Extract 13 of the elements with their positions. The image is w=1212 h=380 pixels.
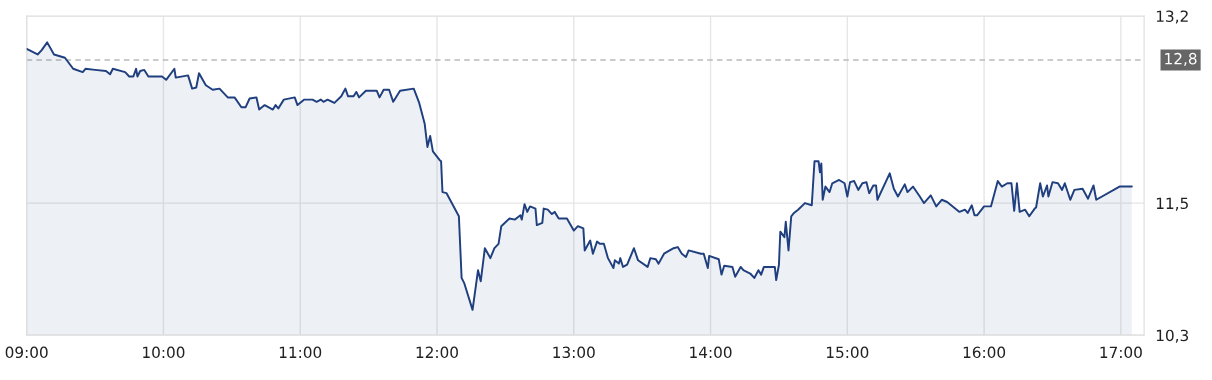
x-tick-label: 09:00 [5,346,48,359]
y-tick-label: 13,2 [1156,10,1188,24]
x-tick-label: 14:00 [690,346,732,359]
x-tick-label: 12:00 [416,346,458,359]
y-tick-label: 11,5 [1156,197,1188,211]
ref-line-label: 12,8 [1165,52,1197,66]
x-tick-label: 10:00 [143,346,185,359]
x-tick-label: 17:00 [1100,346,1142,359]
x-tick-label: 11:00 [279,346,322,359]
x-tick-label: 15:00 [826,346,869,359]
y-tick-label: 10,3 [1156,329,1189,343]
x-tick-label: 16:00 [963,346,1006,359]
x-tick-label: 13:00 [553,346,595,359]
